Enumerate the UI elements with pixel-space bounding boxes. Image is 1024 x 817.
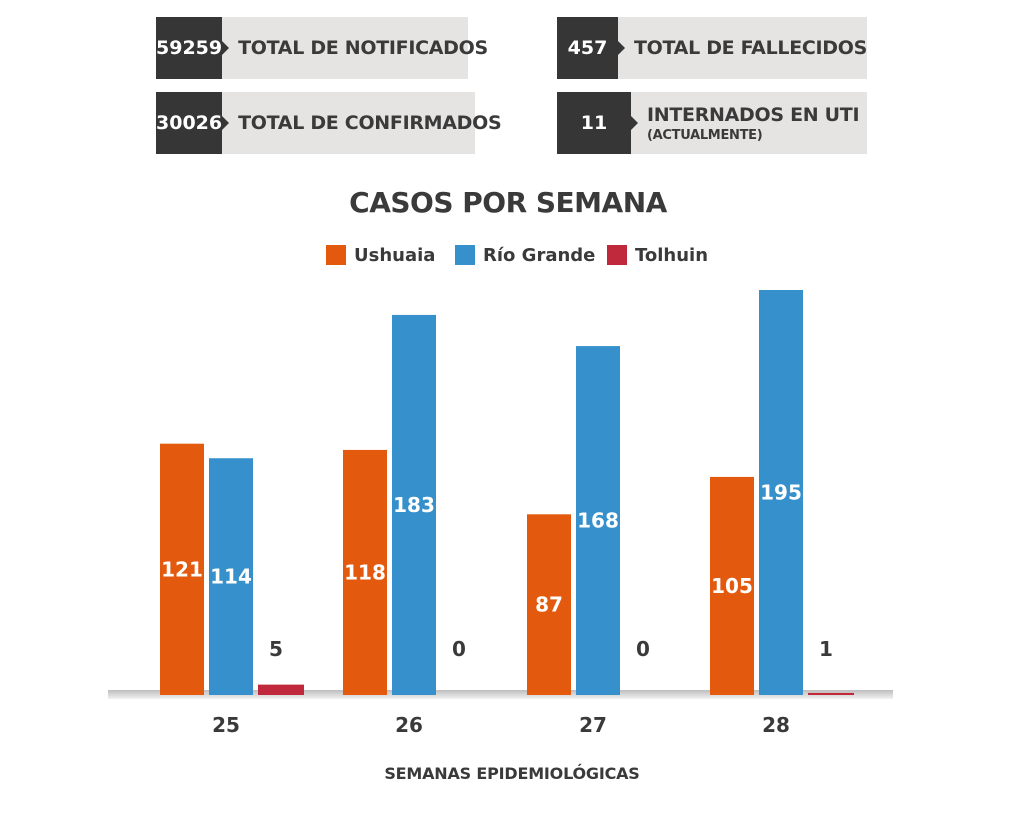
legend-swatch-ushuaia bbox=[326, 245, 346, 265]
bar-rio-grande-27 bbox=[576, 346, 620, 695]
bar-ushuaia-26 bbox=[343, 449, 387, 695]
legend-label-ushuaia: Ushuaia bbox=[354, 244, 436, 266]
chart-legend: Ushuaia Río Grande Tolhuin bbox=[0, 242, 1024, 268]
bar-ushuaia-25 bbox=[160, 443, 204, 695]
bar-rio-grande-25 bbox=[209, 458, 253, 695]
stat-uti-sublabel: (ACTUALMENTE) bbox=[647, 127, 763, 143]
data-label-tolhuin-26: 0 bbox=[452, 637, 466, 661]
legend-item-tolhuin: Tolhuin bbox=[607, 242, 708, 268]
data-label-tolhuin-27: 0 bbox=[636, 637, 650, 661]
data-label-ushuaia-25: 121 bbox=[161, 557, 203, 581]
data-label-rio-grande-26: 183 bbox=[393, 493, 435, 517]
bars-layer: 121 114 5 25 118 183 0 26 87 168 0 27 105 195 1 28 bbox=[160, 290, 854, 737]
x-tick-label-26: 26 bbox=[395, 713, 423, 737]
stat-total-notificados: 59259 TOTAL DE NOTIFICADOS bbox=[156, 17, 488, 79]
chart-baseline bbox=[108, 690, 893, 699]
legend-label-tolhuin: Tolhuin bbox=[635, 244, 709, 266]
legend-swatch-tolhuin bbox=[607, 245, 627, 265]
stat-uti-value: 11 bbox=[557, 92, 638, 154]
legend-item-ushuaia: Ushuaia bbox=[326, 242, 435, 268]
x-tick-label-27: 27 bbox=[579, 713, 607, 737]
bar-rio-grande-26 bbox=[392, 314, 436, 695]
stat-notificados-value: 59259 bbox=[156, 17, 230, 79]
bar-ushuaia-27 bbox=[527, 514, 571, 695]
stat-fallecidos-value: 457 bbox=[557, 17, 625, 79]
data-label-tolhuin-28: 1 bbox=[819, 637, 833, 661]
legend-label-rio-grande: Río Grande bbox=[483, 244, 596, 266]
stat-fallecidos-label: TOTAL DE FALLECIDOS bbox=[633, 37, 867, 59]
stat-confirmados-value: 30026 bbox=[156, 92, 230, 154]
x-axis-title: SEMANAS EPIDEMIOLÓGICAS bbox=[384, 764, 640, 783]
x-tick-label-25: 25 bbox=[212, 713, 240, 737]
bar-ushuaia-28 bbox=[710, 476, 754, 695]
stat-uti-label: INTERNADOS EN UTI bbox=[647, 103, 860, 126]
x-tick-label-28: 28 bbox=[762, 713, 790, 737]
stat-total-fallecidos: 457 TOTAL DE FALLECIDOS bbox=[557, 17, 867, 79]
data-label-rio-grande-27: 168 bbox=[577, 509, 619, 533]
data-label-rio-grande-28: 195 bbox=[760, 481, 802, 505]
bar-tolhuin-28 bbox=[808, 692, 854, 695]
stat-internados-uti: 11 INTERNADOS EN UTI (ACTUALMENTE) bbox=[557, 92, 867, 154]
data-label-ushuaia-26: 118 bbox=[344, 560, 386, 584]
legend-item-rio-grande: Río Grande bbox=[455, 242, 595, 268]
stat-notificados-label: TOTAL DE NOTIFICADOS bbox=[238, 37, 488, 59]
stat-confirmados-label: TOTAL DE CONFIRMADOS bbox=[238, 112, 502, 134]
stat-uti-label-group: INTERNADOS EN UTI (ACTUALMENTE) bbox=[631, 92, 860, 154]
stat-total-confirmados: 30026 TOTAL DE CONFIRMADOS bbox=[156, 92, 502, 154]
bar-tolhuin-25 bbox=[258, 684, 304, 695]
data-label-ushuaia-28: 105 bbox=[711, 574, 753, 598]
data-label-tolhuin-25: 5 bbox=[269, 637, 283, 661]
legend-swatch-rio-grande bbox=[455, 245, 475, 265]
data-label-ushuaia-27: 87 bbox=[535, 593, 563, 617]
chart-title: CASOS POR SEMANA bbox=[349, 186, 667, 219]
bar-rio-grande-28 bbox=[759, 290, 803, 695]
data-label-rio-grande-25: 114 bbox=[210, 565, 252, 589]
